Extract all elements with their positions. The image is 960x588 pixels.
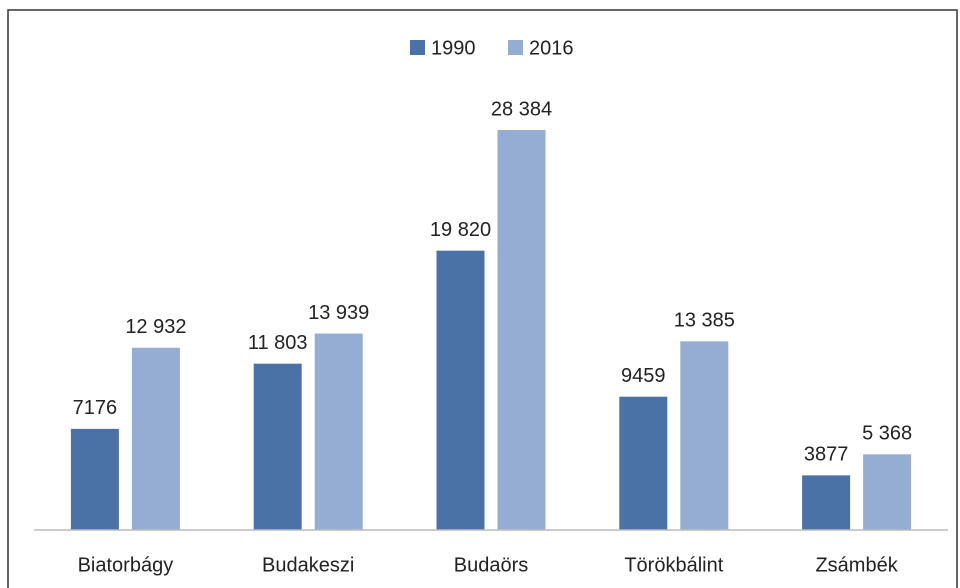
data-label: 5 368 bbox=[862, 423, 912, 445]
legend-label: 1990 bbox=[431, 37, 476, 59]
data-label: 12 932 bbox=[125, 316, 186, 338]
x-tick-label: Zsámbék bbox=[815, 554, 898, 576]
bar bbox=[497, 130, 546, 530]
data-label: 19 820 bbox=[430, 219, 491, 241]
data-label: 28 384 bbox=[491, 98, 552, 120]
x-tick-label: Budaörs bbox=[454, 554, 529, 576]
bar bbox=[802, 475, 851, 530]
legend-label: 2016 bbox=[529, 37, 574, 59]
data-label: 13 939 bbox=[308, 302, 369, 324]
data-label: 7176 bbox=[73, 397, 118, 419]
bar bbox=[314, 333, 363, 530]
x-tick-label: Biatorbágy bbox=[78, 554, 174, 576]
bar bbox=[436, 250, 485, 530]
data-label: 11 803 bbox=[248, 332, 308, 354]
bar bbox=[619, 396, 668, 530]
legend-swatch bbox=[410, 40, 425, 55]
x-tick-label: Törökbálint bbox=[624, 554, 723, 576]
data-label: 9459 bbox=[621, 365, 666, 387]
bar bbox=[131, 347, 180, 530]
data-label: 3877 bbox=[804, 444, 849, 466]
bar bbox=[680, 341, 729, 530]
data-label: 13 385 bbox=[674, 310, 735, 332]
bar bbox=[70, 428, 119, 530]
x-tick-label: Budakeszi bbox=[262, 554, 354, 576]
legend-swatch bbox=[508, 40, 523, 55]
bar bbox=[253, 363, 302, 530]
bar bbox=[863, 454, 912, 530]
